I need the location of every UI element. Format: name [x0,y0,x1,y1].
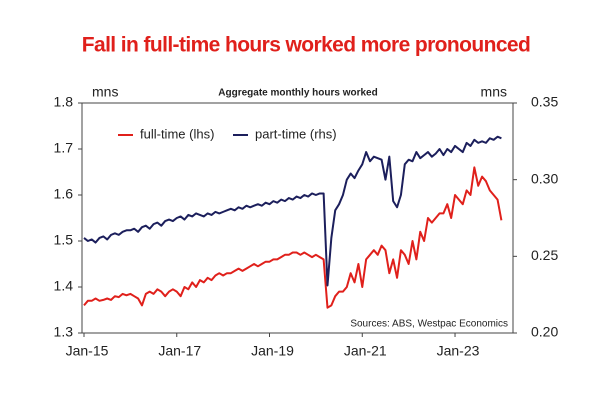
y-unit: mns [92,84,118,100]
y-tick-label: 1.6 [54,186,74,202]
x-tick-label: Jan-15 [66,343,109,359]
y2-tick-label: 0.20 [531,324,558,340]
y-tick-label: 1.8 [54,94,74,110]
legend-label: full-time (lhs) [140,126,214,141]
y2-tick-label: 0.30 [531,170,558,186]
x-tick-label: Jan-21 [344,343,387,359]
y-tick-label: 1.7 [54,140,74,156]
plot-frame [81,102,514,334]
x-tick-label: Jan-23 [437,343,480,359]
y2-unit: mns [481,84,507,100]
y2-tick-label: 0.35 [531,94,558,110]
chart-title: Fall in full-time hours worked more pron… [82,34,530,57]
chart-subtitle: Aggregate monthly hours worked [218,88,377,99]
x-tick-label: Jan-17 [158,343,201,359]
y2-tick-label: 0.25 [531,247,558,263]
y-tick-label: 1.4 [54,278,74,294]
legend-label: part-time (rhs) [255,126,337,141]
source: Sources: ABS, Westpac Economics [350,319,508,330]
y-tick-label: 1.5 [54,232,74,248]
series-line [83,166,503,309]
y-tick-label: 1.3 [54,324,74,340]
series-line [83,135,502,287]
x-tick-label: Jan-19 [251,343,294,359]
